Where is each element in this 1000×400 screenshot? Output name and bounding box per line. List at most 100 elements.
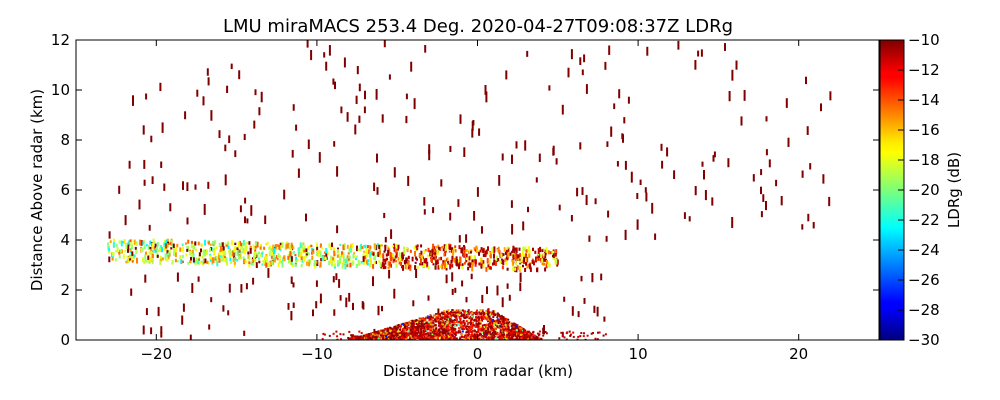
ldr-echo-mark bbox=[445, 318, 448, 321]
ldr-echo-mark bbox=[403, 260, 406, 265]
ldr-echo-mark bbox=[481, 316, 484, 318]
ldr-echo-mark bbox=[544, 252, 547, 255]
ldr-echo-mark bbox=[214, 256, 217, 261]
ldr-echo-mark bbox=[374, 332, 377, 335]
ldr-echo-mark bbox=[446, 257, 449, 262]
ldr-echo-mark bbox=[446, 328, 449, 330]
ldr-echo-mark bbox=[360, 243, 363, 250]
ldr-echo-mark bbox=[337, 247, 339, 251]
ldr-echo-mark bbox=[393, 328, 396, 331]
ldr-echo-mark bbox=[444, 320, 447, 323]
ldr-echo-mark bbox=[429, 323, 432, 326]
ldr-echo-mark bbox=[373, 260, 376, 265]
ldr-echo-mark bbox=[248, 241, 251, 245]
ldr-echo-mark bbox=[371, 332, 374, 335]
ldr-echo-mark bbox=[491, 262, 494, 266]
ldr-echo-mark bbox=[451, 288, 454, 295]
ldr-echo-mark bbox=[463, 317, 466, 319]
ldr-echo-mark bbox=[654, 233, 657, 240]
ldr-echo-mark bbox=[249, 248, 252, 254]
ldr-echo-mark bbox=[369, 337, 372, 339]
ldr-echo-mark bbox=[442, 332, 445, 335]
ldr-echo-mark bbox=[533, 337, 535, 340]
ldr-echo-mark bbox=[605, 235, 608, 242]
ldr-echo-mark bbox=[512, 333, 515, 336]
ldr-echo-mark bbox=[441, 334, 444, 336]
ldr-echo-mark bbox=[489, 320, 492, 323]
ldr-echo-mark bbox=[256, 241, 259, 248]
ldr-echo-mark bbox=[144, 274, 147, 283]
ldr-echo-mark bbox=[443, 335, 446, 338]
ldr-echo-mark bbox=[261, 252, 264, 255]
ldr-echo-mark bbox=[407, 332, 410, 335]
ldr-echo-mark bbox=[482, 328, 485, 331]
ldr-echo-mark bbox=[231, 250, 234, 257]
ldr-echo-mark bbox=[312, 248, 315, 255]
ldr-echo-mark bbox=[387, 266, 390, 269]
ldr-echo-mark bbox=[465, 334, 468, 337]
ldr-echo-mark bbox=[367, 338, 370, 340]
ldr-echo-mark bbox=[408, 326, 410, 329]
ldr-echo-mark bbox=[603, 316, 606, 322]
ldr-echo-mark bbox=[364, 259, 367, 262]
ldr-echo-mark bbox=[377, 305, 380, 316]
ldr-echo-mark bbox=[493, 322, 496, 324]
ldr-echo-mark bbox=[370, 332, 373, 335]
ldr-echo-mark bbox=[469, 336, 472, 339]
ldr-echo-mark bbox=[166, 257, 169, 262]
ldr-echo-mark bbox=[252, 262, 255, 266]
ldr-echo-mark bbox=[646, 46, 649, 56]
ldr-echo-mark bbox=[479, 257, 482, 263]
ldr-echo-mark bbox=[342, 333, 345, 336]
ldr-echo-mark bbox=[524, 333, 526, 336]
ldr-echo-mark bbox=[256, 252, 259, 258]
ldr-echo-mark bbox=[428, 338, 431, 340]
ldr-echo-mark bbox=[250, 262, 253, 266]
ldr-echo-mark bbox=[454, 328, 457, 331]
ldr-echo-mark bbox=[396, 334, 399, 337]
ldr-echo-mark bbox=[467, 309, 470, 312]
ldr-echo-mark bbox=[301, 246, 304, 252]
ldr-echo-mark bbox=[387, 245, 390, 248]
ldr-echo-mark bbox=[431, 248, 434, 254]
ldr-echo-mark bbox=[222, 246, 225, 253]
ldr-echo-mark bbox=[221, 256, 224, 261]
ldr-echo-mark bbox=[182, 246, 184, 253]
ldr-echo-mark bbox=[454, 249, 457, 253]
ldr-echo-mark bbox=[486, 323, 489, 326]
ldr-echo-mark bbox=[233, 261, 236, 265]
ldr-echo-mark bbox=[446, 332, 448, 335]
ldr-echo-mark bbox=[526, 255, 529, 258]
ldr-echo-mark bbox=[334, 263, 336, 267]
ldr-echo-mark bbox=[197, 276, 200, 282]
ldr-echo-mark bbox=[473, 319, 476, 321]
ldr-echo-mark bbox=[247, 251, 250, 255]
ldr-echo-mark bbox=[494, 313, 497, 316]
ldr-echo-mark bbox=[398, 330, 401, 333]
ldr-echo-mark bbox=[145, 244, 148, 247]
ldr-echo-mark bbox=[234, 242, 237, 245]
ldr-echo-mark bbox=[420, 244, 423, 248]
ldr-echo-mark bbox=[266, 262, 269, 267]
ldr-echo-mark bbox=[489, 336, 492, 339]
ldr-echo-mark bbox=[514, 332, 517, 334]
ldr-echo-mark bbox=[294, 254, 297, 257]
ldr-echo-mark bbox=[150, 327, 153, 335]
ldr-echo-mark bbox=[169, 242, 172, 245]
ldr-echo-mark bbox=[308, 259, 311, 266]
ldr-echo-mark bbox=[403, 249, 406, 255]
ldr-echo-mark bbox=[378, 244, 381, 250]
ldr-echo-mark bbox=[395, 259, 398, 263]
ldr-echo-mark bbox=[447, 338, 450, 340]
ldr-echo-mark bbox=[218, 130, 221, 139]
ldr-echo-mark bbox=[341, 264, 344, 269]
ldr-echo-mark bbox=[498, 175, 501, 186]
ldr-echo-mark bbox=[481, 226, 483, 234]
ldr-echo-mark bbox=[163, 183, 166, 191]
ldr-echo-mark bbox=[511, 336, 514, 339]
ldr-echo-mark bbox=[429, 314, 432, 317]
ldr-echo-mark bbox=[522, 264, 524, 268]
ldr-echo-mark bbox=[347, 337, 350, 339]
ldr-echo-mark bbox=[118, 185, 121, 194]
ldr-echo-mark bbox=[338, 253, 341, 258]
